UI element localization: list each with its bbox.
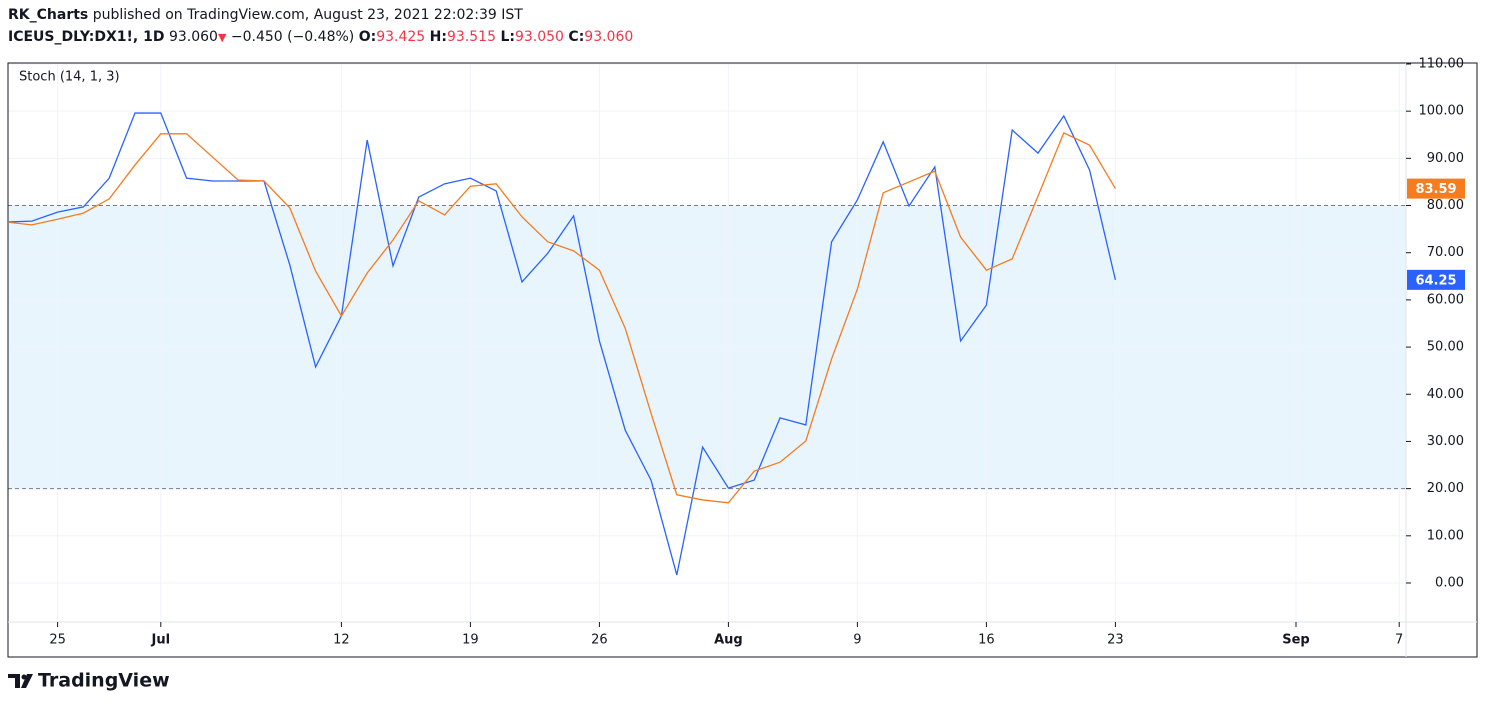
ohlc-value: 93.515 (446, 29, 496, 45)
publish-line: RK_Charts published on TradingView.com, … (8, 7, 523, 23)
grid (8, 63, 1406, 622)
ohlc-label: O: (358, 29, 377, 45)
publisher: RK_Charts (8, 7, 89, 23)
x-tick-label: 9 (853, 633, 861, 648)
plot (9, 112, 1117, 576)
last-value-box (1407, 178, 1465, 199)
y-tick-label: 0.00 (1435, 575, 1464, 590)
y-tick-label: 110.00 (1419, 56, 1465, 71)
published-text: published on TradingView.com, August 23,… (92, 7, 523, 23)
x-tick-label: 19 (462, 633, 479, 648)
y-tick-label: 70.00 (1427, 245, 1464, 260)
y-tick-label: 100.00 (1419, 104, 1465, 119)
x-tick-label: Sep (1282, 633, 1310, 648)
indicator-title: Stoch (14, 1, 3) (19, 70, 120, 85)
last-value-label: 83.59 (1415, 182, 1456, 197)
symbol-line: ICEUS_DLY:DX1!, 1D 93.060▼ −0.450 (−0.48… (8, 29, 633, 45)
ohlc-label: H: (429, 29, 447, 45)
y-tick-label: 40.00 (1427, 387, 1464, 402)
logo (8, 674, 33, 688)
x-tick-label: 26 (591, 633, 608, 648)
stoch-line (9, 131, 1116, 504)
y-tick-label: 50.00 (1427, 340, 1464, 355)
x-tick-label: Aug (714, 633, 743, 648)
ohlc-value: 93.060 (584, 29, 634, 45)
y-tick-label: 80.00 (1427, 198, 1464, 213)
brand: TradingView (38, 670, 170, 692)
ohlc-value: 93.425 (376, 29, 426, 45)
x-tick-label: 25 (49, 633, 66, 648)
ohlc-label: L: (500, 29, 515, 45)
x-tick-label: 23 (1107, 633, 1124, 648)
ohlc: O:93.425 H:93.515 L:93.050 C:93.060 (359, 29, 634, 45)
y-tick-label: 30.00 (1427, 434, 1464, 449)
x-tick-label: 12 (333, 633, 350, 648)
ohlc-value: 93.050 (514, 29, 564, 45)
down-arrow: ▼ (217, 31, 227, 44)
y-tick-label: 10.00 (1427, 528, 1464, 543)
last-value-box (1407, 269, 1465, 290)
x-tick-label: 7 (1395, 633, 1403, 648)
x-tick-label: Jul (151, 633, 171, 648)
ohlc-label: C: (568, 29, 585, 45)
y-tick-label: 20.00 (1427, 481, 1464, 496)
frame (7, 62, 1478, 658)
last-value-label: 64.25 (1415, 273, 1456, 288)
y-tick-label: 90.00 (1427, 151, 1464, 166)
price: 93.060 (168, 29, 218, 45)
y-tick-label: 60.00 (1427, 292, 1464, 307)
x-tick-label: 16 (978, 633, 995, 648)
change: −0.450 (−0.48%) (230, 29, 355, 45)
symbol: ICEUS_DLY:DX1!, 1D (8, 29, 165, 45)
